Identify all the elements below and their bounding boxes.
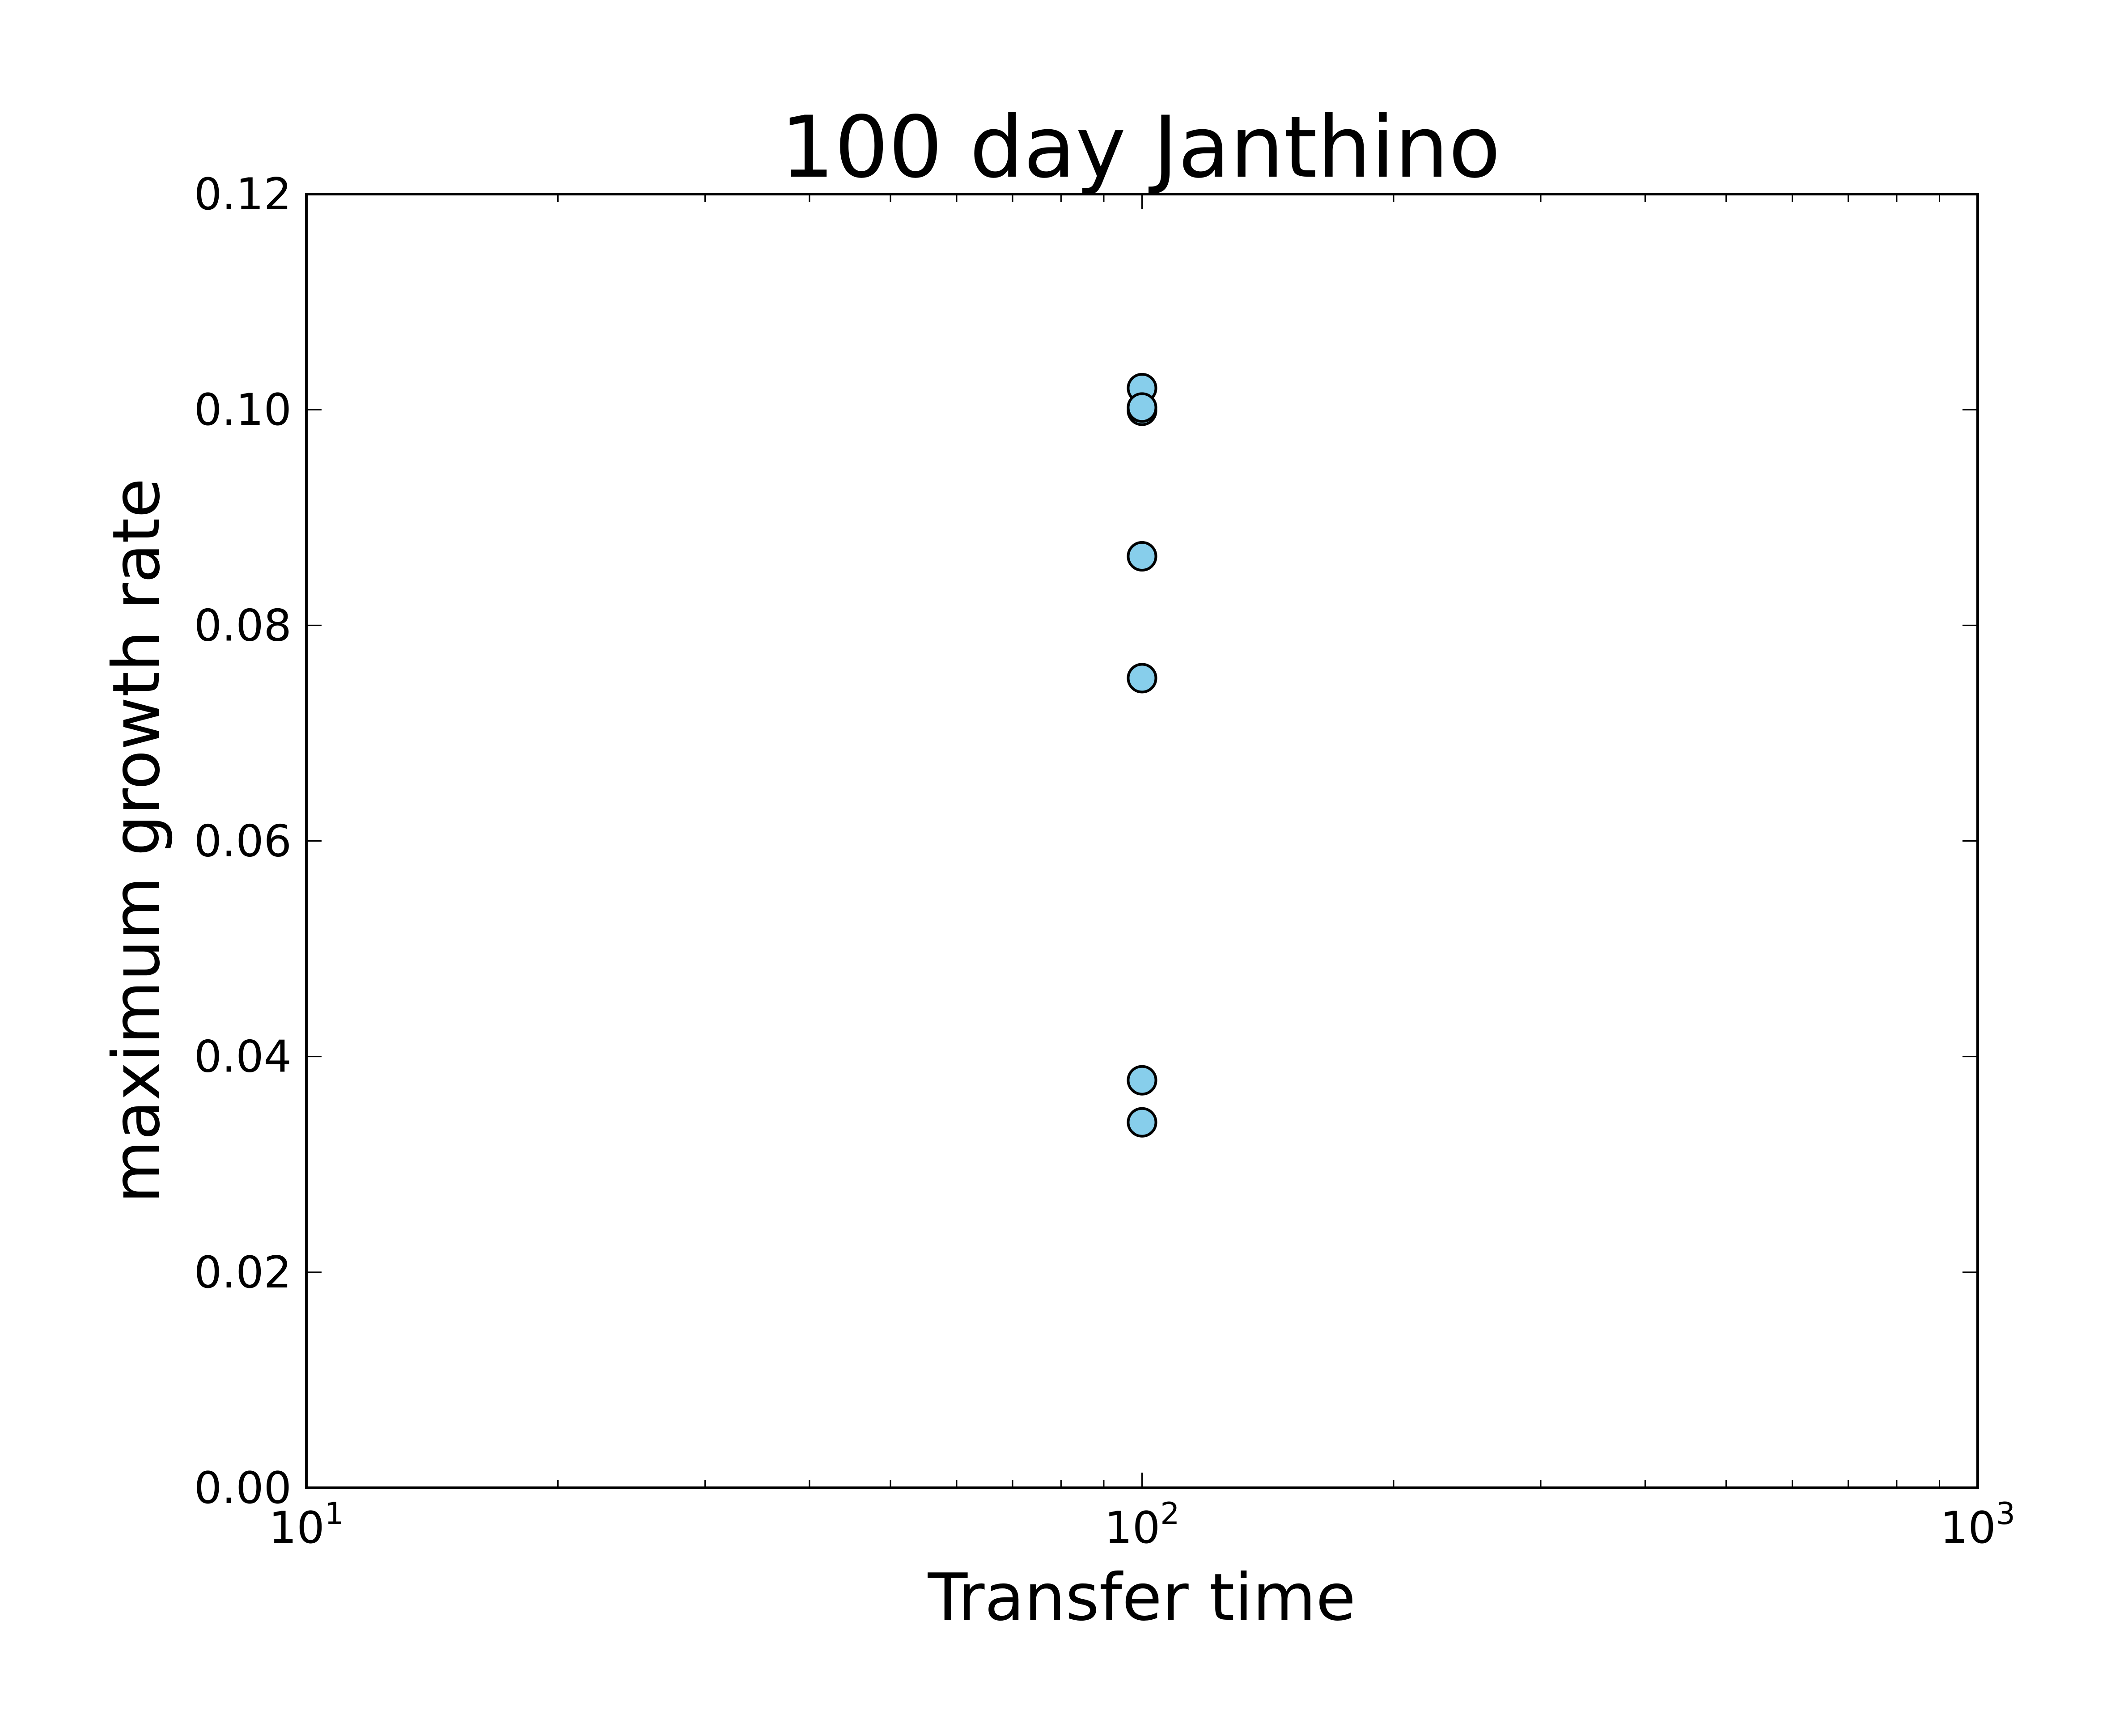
x-tick-label-exponent: 1 bbox=[325, 1496, 344, 1532]
chart-title: 100 day Janthino bbox=[780, 98, 1500, 197]
x-tick-label-exponent: 3 bbox=[1996, 1496, 2015, 1532]
x-tick-label-base: 10 bbox=[1940, 1503, 1996, 1554]
plot-frame bbox=[305, 193, 1979, 1489]
y-tick-label: 0.08 bbox=[194, 600, 292, 651]
y-axis-label: maximum growth rate bbox=[99, 478, 174, 1203]
data-points bbox=[1127, 373, 1157, 1138]
x-tick-labels: 101 102 103 bbox=[269, 1496, 2015, 1554]
data-point bbox=[1127, 663, 1157, 694]
data-point bbox=[1127, 541, 1157, 572]
data-point bbox=[1127, 392, 1157, 423]
x-tick-label-base: 10 bbox=[1105, 1503, 1161, 1554]
x-tick-label: 103 bbox=[1940, 1496, 2015, 1554]
x-tick-label: 101 bbox=[269, 1496, 344, 1554]
x-tick-label-exponent: 2 bbox=[1160, 1496, 1179, 1532]
data-point bbox=[1127, 1065, 1157, 1096]
y-tick-label: 0.06 bbox=[194, 816, 292, 867]
y-tick-labels: 0.00 0.02 0.04 0.06 0.08 0.10 0.12 bbox=[194, 169, 292, 1514]
data-point bbox=[1127, 1107, 1157, 1138]
y-tick-label: 0.04 bbox=[194, 1032, 292, 1083]
y-tick-label: 0.12 bbox=[194, 169, 292, 220]
x-axis-label: Transfer time bbox=[928, 1560, 1356, 1635]
x-tick-label: 102 bbox=[1105, 1496, 1180, 1554]
x-tick-label-base: 10 bbox=[269, 1503, 325, 1554]
y-tick-label: 0.10 bbox=[194, 385, 292, 436]
minor-ticks bbox=[557, 194, 1941, 1488]
y-tick-label: 0.00 bbox=[194, 1463, 292, 1514]
y-tick-label: 0.02 bbox=[194, 1247, 292, 1298]
